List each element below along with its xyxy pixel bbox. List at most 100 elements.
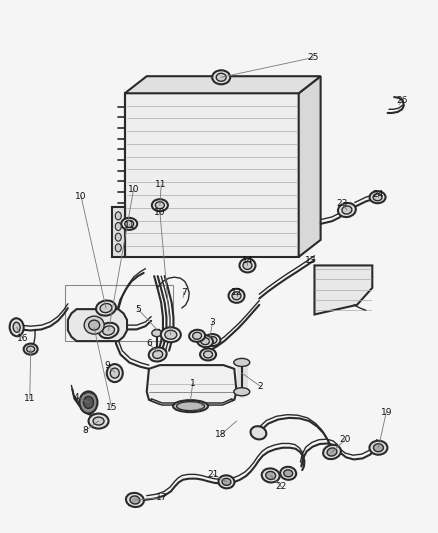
Ellipse shape bbox=[204, 351, 212, 358]
Text: 24: 24 bbox=[372, 190, 383, 199]
Ellipse shape bbox=[110, 368, 119, 378]
Text: 10: 10 bbox=[128, 185, 139, 193]
Ellipse shape bbox=[189, 330, 205, 342]
Ellipse shape bbox=[153, 350, 162, 359]
Polygon shape bbox=[112, 207, 125, 257]
Ellipse shape bbox=[173, 400, 208, 412]
Text: 2: 2 bbox=[258, 382, 263, 391]
Ellipse shape bbox=[115, 222, 121, 231]
Text: 17: 17 bbox=[156, 494, 168, 502]
Text: 25: 25 bbox=[307, 53, 319, 62]
Ellipse shape bbox=[374, 443, 383, 452]
Ellipse shape bbox=[338, 203, 356, 217]
Text: 16: 16 bbox=[17, 334, 28, 343]
Ellipse shape bbox=[232, 292, 241, 300]
Ellipse shape bbox=[193, 332, 201, 340]
Ellipse shape bbox=[155, 201, 164, 209]
Ellipse shape bbox=[229, 289, 244, 303]
Polygon shape bbox=[68, 309, 127, 341]
Polygon shape bbox=[125, 76, 321, 93]
Ellipse shape bbox=[130, 496, 140, 504]
Text: 14: 14 bbox=[242, 256, 253, 264]
Ellipse shape bbox=[115, 212, 121, 220]
Text: 23: 23 bbox=[337, 199, 348, 208]
Ellipse shape bbox=[370, 191, 385, 203]
Text: 11: 11 bbox=[155, 181, 167, 189]
Ellipse shape bbox=[84, 397, 93, 408]
Ellipse shape bbox=[201, 337, 209, 345]
Ellipse shape bbox=[262, 469, 279, 482]
Ellipse shape bbox=[24, 344, 38, 354]
Ellipse shape bbox=[88, 320, 100, 330]
Ellipse shape bbox=[27, 346, 35, 352]
Text: 18: 18 bbox=[215, 430, 227, 439]
Ellipse shape bbox=[369, 441, 388, 455]
Ellipse shape bbox=[125, 220, 134, 228]
Ellipse shape bbox=[93, 417, 104, 425]
Ellipse shape bbox=[10, 318, 24, 336]
Text: 21: 21 bbox=[208, 470, 219, 479]
Ellipse shape bbox=[327, 448, 337, 456]
Ellipse shape bbox=[240, 259, 255, 272]
Ellipse shape bbox=[243, 261, 252, 270]
Ellipse shape bbox=[342, 206, 352, 214]
Ellipse shape bbox=[222, 478, 231, 486]
Ellipse shape bbox=[126, 493, 144, 507]
Ellipse shape bbox=[96, 301, 116, 316]
Ellipse shape bbox=[152, 329, 162, 337]
Ellipse shape bbox=[115, 244, 121, 252]
Polygon shape bbox=[147, 365, 237, 404]
Ellipse shape bbox=[115, 233, 121, 241]
Ellipse shape bbox=[84, 316, 104, 334]
Ellipse shape bbox=[205, 334, 220, 346]
Ellipse shape bbox=[177, 402, 205, 410]
Ellipse shape bbox=[216, 73, 226, 82]
Ellipse shape bbox=[99, 323, 118, 338]
Ellipse shape bbox=[197, 335, 213, 347]
Text: 8: 8 bbox=[82, 426, 88, 435]
Ellipse shape bbox=[13, 322, 20, 332]
Text: 5: 5 bbox=[135, 305, 141, 313]
Text: 26: 26 bbox=[396, 96, 408, 104]
Ellipse shape bbox=[234, 358, 250, 367]
Polygon shape bbox=[125, 93, 299, 257]
Text: 10: 10 bbox=[154, 208, 166, 216]
Text: 13: 13 bbox=[305, 256, 317, 264]
Ellipse shape bbox=[219, 475, 234, 488]
Text: 19: 19 bbox=[381, 408, 392, 416]
Text: 11: 11 bbox=[124, 221, 135, 230]
Text: 1: 1 bbox=[190, 379, 196, 388]
Polygon shape bbox=[299, 76, 321, 257]
Ellipse shape bbox=[107, 364, 123, 382]
Text: 22: 22 bbox=[276, 482, 287, 491]
Ellipse shape bbox=[103, 326, 114, 335]
Polygon shape bbox=[151, 399, 232, 405]
Text: 6: 6 bbox=[146, 340, 152, 348]
Text: 10: 10 bbox=[75, 192, 87, 200]
Ellipse shape bbox=[251, 426, 266, 439]
Ellipse shape bbox=[149, 348, 166, 361]
Ellipse shape bbox=[212, 70, 230, 84]
Polygon shape bbox=[314, 265, 372, 314]
Ellipse shape bbox=[208, 336, 217, 344]
Ellipse shape bbox=[200, 349, 216, 360]
Ellipse shape bbox=[284, 470, 293, 477]
Text: 4: 4 bbox=[74, 393, 79, 401]
Text: 3: 3 bbox=[209, 318, 215, 327]
Text: 11: 11 bbox=[24, 394, 35, 403]
Ellipse shape bbox=[121, 218, 137, 230]
Ellipse shape bbox=[100, 303, 112, 313]
Ellipse shape bbox=[266, 471, 276, 480]
Ellipse shape bbox=[202, 336, 214, 344]
Text: 9: 9 bbox=[104, 361, 110, 369]
Text: 12: 12 bbox=[231, 288, 242, 296]
Ellipse shape bbox=[152, 199, 168, 211]
Ellipse shape bbox=[373, 193, 382, 201]
Ellipse shape bbox=[161, 327, 181, 342]
Ellipse shape bbox=[323, 445, 341, 459]
Ellipse shape bbox=[165, 330, 177, 339]
Ellipse shape bbox=[88, 414, 109, 429]
Ellipse shape bbox=[234, 387, 250, 396]
Text: 7: 7 bbox=[181, 288, 187, 296]
Ellipse shape bbox=[79, 391, 98, 414]
